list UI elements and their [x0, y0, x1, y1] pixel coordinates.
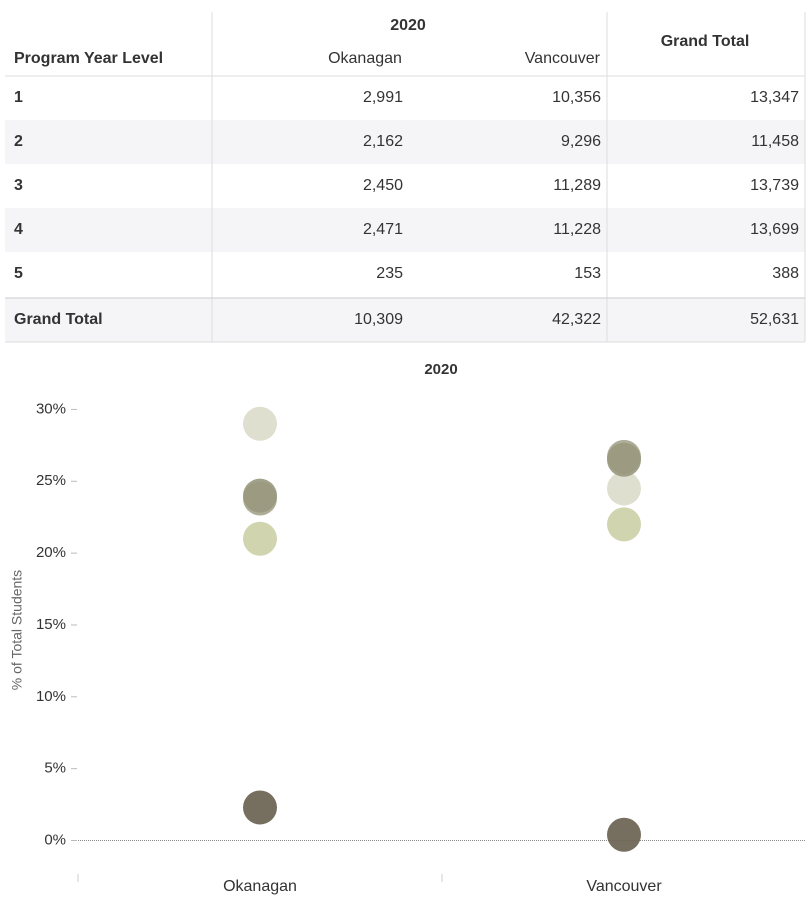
y-tick-label: 0% — [44, 831, 66, 848]
cell: 13,739 — [750, 177, 799, 194]
cell: 2,471 — [363, 221, 403, 238]
row-band — [5, 298, 805, 342]
y-tick-label: 10% — [36, 688, 66, 705]
dot — [243, 521, 277, 556]
dot — [243, 406, 277, 441]
cell: 11,228 — [553, 221, 601, 238]
header: Vancouver — [525, 50, 601, 67]
cell: 9,296 — [561, 133, 601, 150]
cell: 11,289 — [553, 177, 601, 194]
row-header: Grand Total — [14, 311, 103, 328]
header: Grand Total — [661, 33, 750, 50]
chart-title: 2020 — [424, 361, 457, 378]
cell: 13,699 — [750, 221, 799, 238]
row-header: 4 — [14, 221, 23, 238]
y-tick-label: 5% — [44, 760, 66, 777]
row-header: 1 — [14, 89, 23, 106]
row-band — [5, 208, 805, 252]
row-header: 5 — [14, 265, 23, 282]
cell: 388 — [772, 265, 799, 282]
cell: 11,458 — [751, 133, 799, 150]
cell: 13,347 — [750, 89, 799, 106]
cell: 2,162 — [363, 133, 403, 150]
x-tick-label: Vancouver — [586, 878, 662, 895]
cell: 52,631 — [750, 311, 799, 328]
dot — [607, 471, 641, 506]
cell: 235 — [376, 265, 403, 282]
dot — [607, 507, 641, 542]
y-tick-label: 15% — [36, 616, 66, 633]
row-header: 2 — [14, 133, 23, 150]
cell: 10,309 — [354, 311, 403, 328]
dot — [607, 817, 641, 852]
y-tick-label: 20% — [36, 544, 66, 561]
dot — [607, 442, 641, 477]
y-tick-label: 30% — [36, 400, 66, 417]
dot — [243, 478, 277, 513]
cell: 2,991 — [363, 89, 403, 106]
header-year: 2020 — [390, 17, 426, 34]
y-axis-label: % of Total Students — [9, 570, 25, 690]
x-tick-label: Okanagan — [223, 878, 297, 895]
header: Okanagan — [328, 50, 402, 67]
cell: 2,450 — [363, 177, 403, 194]
y-tick-label: 25% — [36, 472, 66, 489]
row-header: 3 — [14, 177, 23, 194]
dot — [243, 790, 277, 825]
header: Program Year Level — [14, 50, 163, 67]
cell: 42,322 — [552, 311, 601, 328]
cell: 153 — [574, 265, 601, 282]
cell: 10,356 — [552, 89, 601, 106]
row-band — [5, 120, 805, 164]
